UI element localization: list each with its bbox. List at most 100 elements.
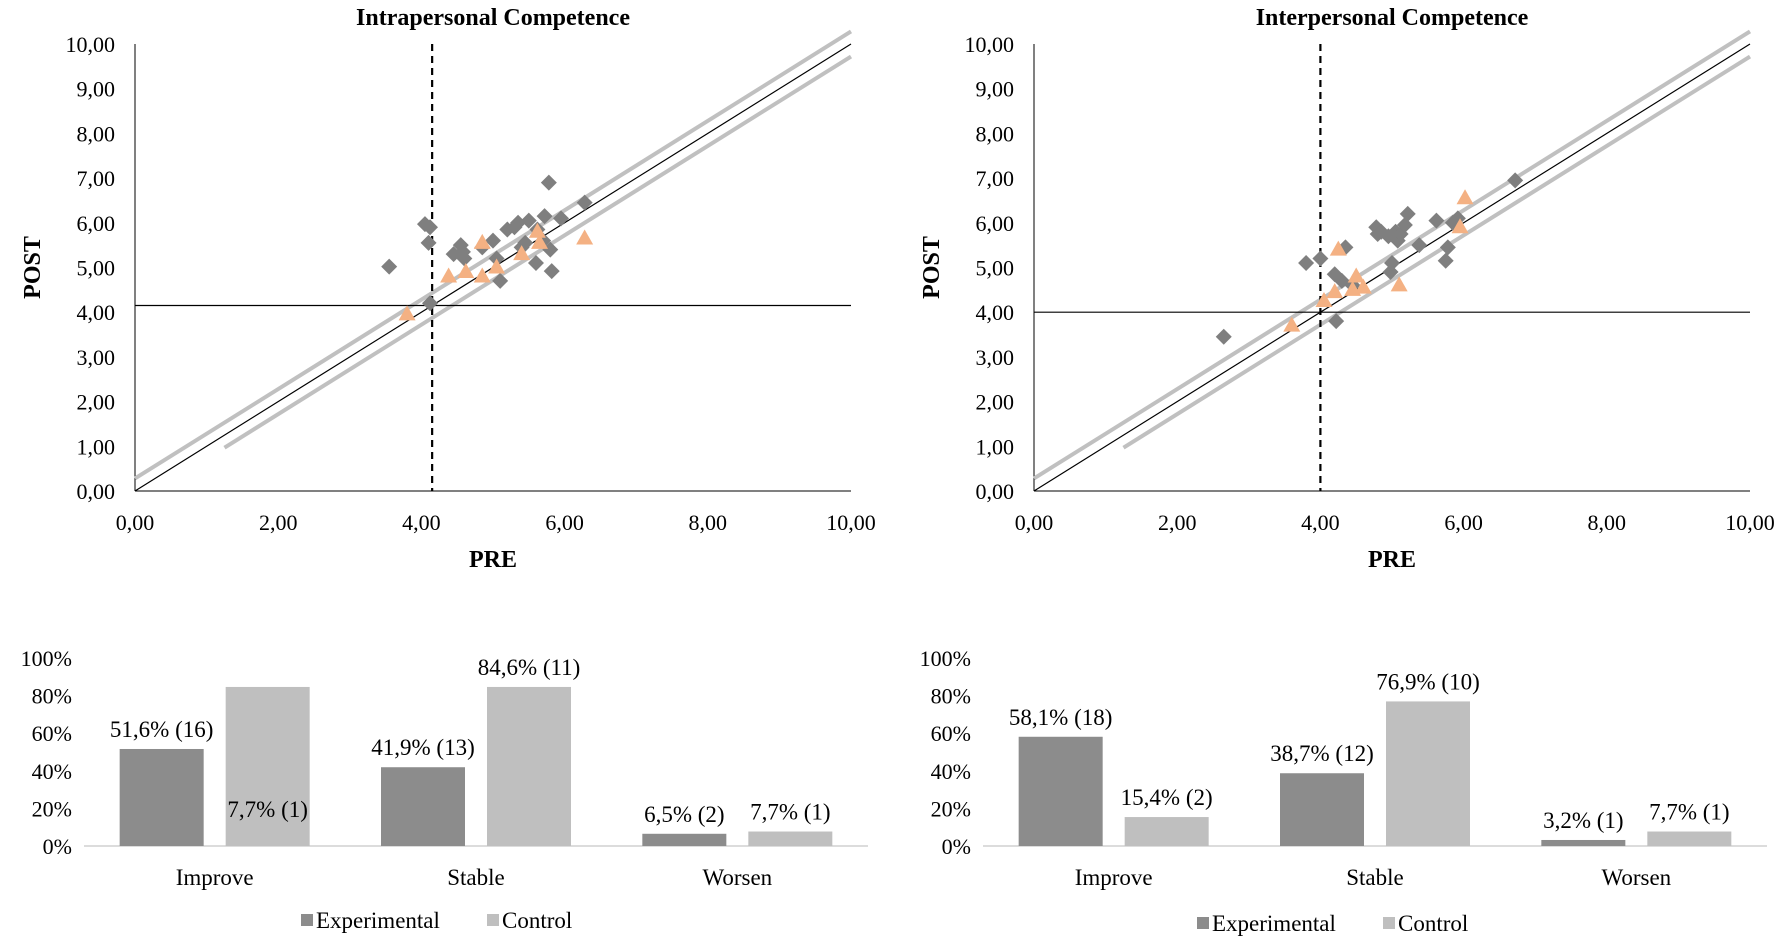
control-point: [1326, 283, 1344, 299]
y-tick-label: 7,00: [77, 166, 116, 191]
y-tick-label: 80%: [931, 684, 971, 709]
category-label: Stable: [1346, 865, 1404, 890]
y-tick-label: 3,00: [77, 345, 116, 370]
y-tick-label: 4,00: [77, 300, 116, 325]
experimental-point: [1328, 313, 1345, 330]
y-tick-label: 3,00: [976, 345, 1015, 370]
experimental-point: [1507, 172, 1524, 189]
bar-chart-interpersonal: 0% 20% 40% 60% 80% 100% Improve 58,1% (18) 15,4%…: [920, 646, 1767, 936]
chart-title: Intrapersonal Competence: [356, 5, 630, 31]
experimental-point: [420, 234, 437, 251]
experimental-bar: [642, 833, 727, 846]
y-axis-title: POST: [20, 236, 46, 299]
experimental-point: [492, 272, 509, 289]
data-label: 7,7% (1): [1649, 800, 1729, 825]
control-bar: [225, 686, 310, 846]
control-point: [488, 258, 506, 274]
data-label: 41,9% (13): [371, 735, 474, 760]
control-bar: [1124, 817, 1209, 846]
category-label: Improve: [1075, 865, 1153, 890]
experimental-point: [1312, 250, 1329, 267]
y-tick-label: 20%: [931, 796, 971, 821]
scatter-chart-interpersonal: Interpersonal Competence 0,00 1,00 2,00 3,00…: [919, 5, 1775, 573]
data-label: 58,1% (18): [1009, 705, 1112, 730]
y-tick-label: 0,00: [976, 479, 1015, 504]
y-tick-label: 20%: [32, 796, 72, 821]
x-tick-label: 6,00: [545, 510, 584, 535]
legend-label: Experimental: [316, 908, 440, 933]
control-point: [513, 245, 531, 261]
x-tick-label: 2,00: [1158, 510, 1197, 535]
experimental-point: [553, 210, 570, 227]
y-tick-label: 60%: [931, 721, 971, 746]
data-label: 7,7% (1): [750, 800, 830, 825]
experimental-point: [1437, 252, 1454, 269]
bar-chart-intrapersonal: 0% 20% 40% 60% 80% 100% Improve 51,6% (16) 7,7% …: [21, 646, 868, 933]
y-tick-label: 6,00: [77, 211, 116, 236]
y-tick-label: 4,00: [976, 300, 1015, 325]
x-tick-label: 10,00: [826, 510, 876, 535]
control-point: [576, 229, 594, 245]
category-label: Stable: [447, 865, 505, 890]
experimental-point: [510, 214, 527, 231]
experimental-point: [540, 174, 557, 191]
x-tick-label: 0,00: [1015, 510, 1054, 535]
experimental-point: [1384, 255, 1400, 272]
x-tick-label: 6,00: [1444, 510, 1483, 535]
control-bar: [487, 686, 571, 846]
y-tick-label: 2,00: [77, 390, 116, 415]
control-point: [1390, 276, 1408, 292]
experimental-point: [536, 208, 553, 225]
category-label: Worsen: [702, 865, 772, 890]
data-label: 51,6% (16): [110, 717, 213, 742]
y-tick-label: 100%: [920, 646, 971, 671]
control-point: [531, 233, 549, 249]
data-label: 6,5% (2): [644, 802, 724, 827]
control-bar: [1386, 701, 1470, 846]
experimental-bar: [1280, 773, 1364, 846]
y-tick-label: 7,00: [976, 166, 1015, 191]
experimental-point: [485, 232, 501, 249]
experimental-bar: [119, 748, 204, 846]
legend-swatch-experimental: [301, 914, 313, 926]
experimental-point: [1396, 217, 1413, 234]
experimental-point: [1215, 328, 1232, 345]
x-tick-label: 10,00: [1725, 510, 1775, 535]
control-point: [473, 233, 491, 249]
chart-title: Interpersonal Competence: [1256, 5, 1529, 31]
experimental-point: [542, 241, 559, 258]
legend-label: Control: [1398, 911, 1468, 936]
control-point: [473, 267, 491, 283]
y-tick-label: 9,00: [976, 77, 1015, 102]
experimental-bar: [1541, 839, 1626, 846]
experimental-point: [520, 212, 537, 229]
control-point: [1456, 189, 1474, 205]
experimental-point: [454, 243, 471, 260]
scatter-chart-intrapersonal: Intrapersonal Competence 0,00 1,00 2,00 3,00…: [20, 5, 876, 573]
x-tick-label: 0,00: [116, 510, 155, 535]
control-point: [440, 267, 458, 283]
y-tick-label: 1,00: [77, 434, 116, 459]
data-label: 76,9% (10): [1376, 669, 1479, 694]
control-bar: [1647, 831, 1732, 846]
x-tick-label: 8,00: [689, 510, 728, 535]
x-axis-title: PRE: [1368, 547, 1416, 573]
control-point: [1347, 267, 1365, 283]
data-label: 84,6% (11): [478, 655, 581, 680]
experimental-point: [381, 258, 398, 275]
y-tick-label: 60%: [32, 721, 72, 746]
y-tick-label: 10,00: [965, 32, 1015, 57]
control-point: [457, 262, 475, 278]
data-label: 3,2% (1): [1543, 808, 1623, 833]
experimental-point: [1439, 239, 1456, 256]
control-point: [1283, 316, 1301, 332]
experimental-bar: [1018, 736, 1103, 846]
data-label: 38,7% (12): [1270, 741, 1373, 766]
legend-swatch-control: [487, 914, 499, 926]
legend-label: Experimental: [1212, 911, 1336, 936]
y-tick-label: 1,00: [976, 434, 1015, 459]
lower-band-line: [223, 54, 853, 450]
control-point: [528, 222, 546, 238]
upper-band-line: [1032, 29, 1752, 481]
